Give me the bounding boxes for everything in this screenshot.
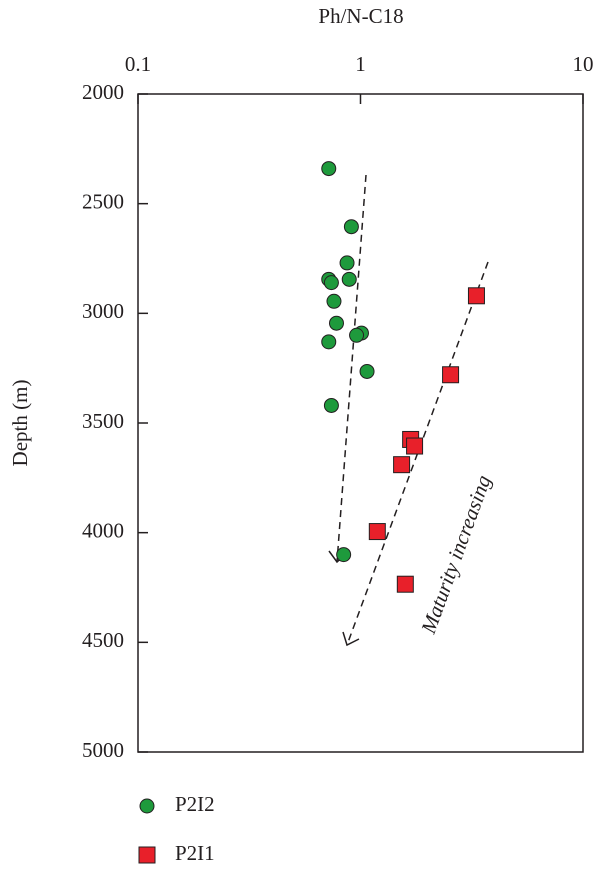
point (321, 334, 337, 350)
point (341, 271, 357, 287)
point (323, 275, 339, 291)
y-tick-label: 3500 (82, 409, 124, 433)
y-tick-label: 4000 (82, 518, 124, 542)
point (359, 363, 375, 379)
arrow-heads (328, 550, 360, 647)
annotation: Maturity increasing (416, 472, 496, 638)
x-axis-title: Ph/N-C18 (318, 4, 403, 28)
y-tick-label: 2000 (82, 80, 124, 104)
point (328, 315, 344, 331)
y-axis-title: Depth (m) (8, 380, 32, 467)
legend-marker (139, 798, 155, 814)
point (396, 575, 414, 593)
point (326, 293, 342, 309)
x-tick-label: 1 (355, 52, 366, 76)
y-tick-label: 4500 (82, 628, 124, 652)
point (336, 547, 352, 563)
x-tick-label: 0.1 (125, 52, 151, 76)
point (343, 219, 359, 235)
point (368, 523, 386, 541)
point (467, 287, 485, 305)
y-tick-label: 3000 (82, 299, 124, 323)
legend-marker (138, 846, 156, 864)
point (406, 437, 424, 455)
legend-label: P2I2 (175, 792, 215, 816)
point (323, 397, 339, 413)
point (339, 255, 355, 271)
legend-label: P2I1 (175, 841, 215, 865)
y-tick-label: 5000 (82, 738, 124, 762)
point (349, 327, 365, 343)
x-tick-label: 10 (573, 52, 594, 76)
point (393, 456, 411, 474)
point (321, 161, 337, 177)
trend-arrows (336, 174, 489, 646)
y-tick-label: 2500 (82, 189, 124, 213)
plot-frame (137, 93, 584, 753)
point (442, 366, 460, 384)
